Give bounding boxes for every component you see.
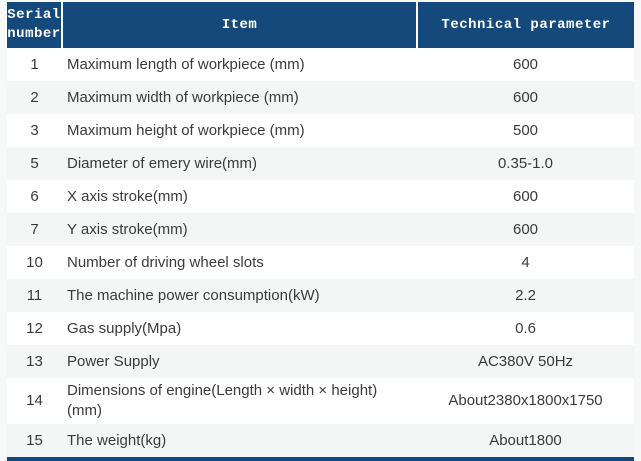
item-cell: Y axis stroke(mm) — [67, 220, 188, 238]
serial-cell: 15 — [26, 431, 43, 449]
serial-cell: 5 — [30, 154, 39, 172]
serial-cell: 12 — [26, 319, 43, 337]
table-row: 11 The machine power consumption(kW) 2.2 — [7, 279, 634, 312]
serial-cell: 1 — [30, 55, 39, 73]
table-row: 5 Diameter of emery wire(mm) 0.35-1.0 — [7, 147, 634, 180]
value-cell: 500 — [512, 121, 539, 139]
value-cell: 0.35-1.0 — [497, 154, 554, 172]
value-cell: 4 — [521, 253, 530, 271]
serial-cell: 6 — [30, 187, 39, 205]
serial-cell: 7 — [30, 220, 39, 238]
value-cell: 600 — [512, 220, 539, 238]
value-cell: 0.6 — [515, 319, 536, 337]
item-cell: The machine power consumption(kW) — [67, 286, 320, 304]
spec-table: Serial number Item Technical parameter 1… — [7, 2, 634, 461]
item-cell: Maximum length of workpiece (mm) — [67, 55, 305, 73]
serial-cell: 10 — [26, 253, 43, 271]
serial-cell: 13 — [26, 352, 43, 370]
item-cell: Maximum height of workpiece (mm) — [67, 121, 305, 139]
item-cell: Maximum width of workpiece (mm) — [67, 88, 299, 106]
value-cell: About2380x1800x1750 — [448, 392, 603, 409]
item-cell: Number of driving wheel slots — [67, 253, 264, 271]
serial-cell: 2 — [30, 88, 39, 106]
value-cell: About1800 — [489, 431, 562, 449]
value-cell: AC380V 50Hz — [477, 352, 574, 370]
header-row: Serial number Item Technical parameter — [7, 2, 634, 48]
item-cell: X axis stroke(mm) — [67, 187, 188, 205]
table-row: 1 Maximum length of workpiece (mm) 600 — [7, 48, 634, 81]
value-cell: 2.2 — [515, 286, 536, 304]
table-row: 14 Dimensions of engine(Length × width ×… — [7, 378, 634, 424]
item-cell: Gas supply(Mpa) — [67, 319, 182, 337]
header-technical-parameter: Technical parameter — [416, 2, 634, 48]
value-cell: 600 — [512, 88, 539, 106]
page: Serial number Item Technical parameter 1… — [7, 2, 634, 461]
table-row: 6 X axis stroke(mm) 600 — [7, 180, 634, 213]
table-row: 10 Number of driving wheel slots 4 — [7, 246, 634, 279]
serial-cell: 14 — [26, 392, 43, 409]
item-cell: The weight(kg) — [67, 431, 167, 449]
table-body: 1 Maximum length of workpiece (mm) 600 2… — [7, 48, 634, 459]
value-cell: 600 — [512, 187, 539, 205]
table-row: 15 The weight(kg) About1800 — [7, 424, 634, 459]
item-cell: Diameter of emery wire(mm) — [67, 154, 258, 172]
value-cell: 600 — [512, 55, 539, 73]
table-row: 3 Maximum height of workpiece (mm) 500 — [7, 114, 634, 147]
table-row: 13 Power Supply AC380V 50Hz — [7, 345, 634, 378]
item-cell: Power Supply — [67, 352, 160, 370]
serial-cell: 3 — [30, 121, 39, 139]
table-row: 7 Y axis stroke(mm) 600 — [7, 213, 634, 246]
item-cell: Dimensions of engine(Length × width × he… — [67, 382, 378, 419]
header-serial-number: Serial number — [7, 2, 62, 48]
table-row: 2 Maximum width of workpiece (mm) 600 — [7, 81, 634, 114]
table-row: 12 Gas supply(Mpa) 0.6 — [7, 312, 634, 345]
table-header: Serial number Item Technical parameter — [7, 2, 634, 48]
serial-cell: 11 — [26, 286, 43, 304]
header-item: Item — [61, 2, 417, 48]
